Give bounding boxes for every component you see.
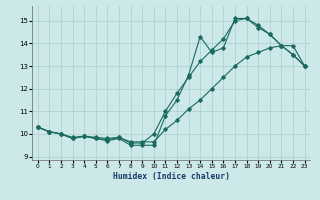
X-axis label: Humidex (Indice chaleur): Humidex (Indice chaleur)	[113, 172, 230, 181]
